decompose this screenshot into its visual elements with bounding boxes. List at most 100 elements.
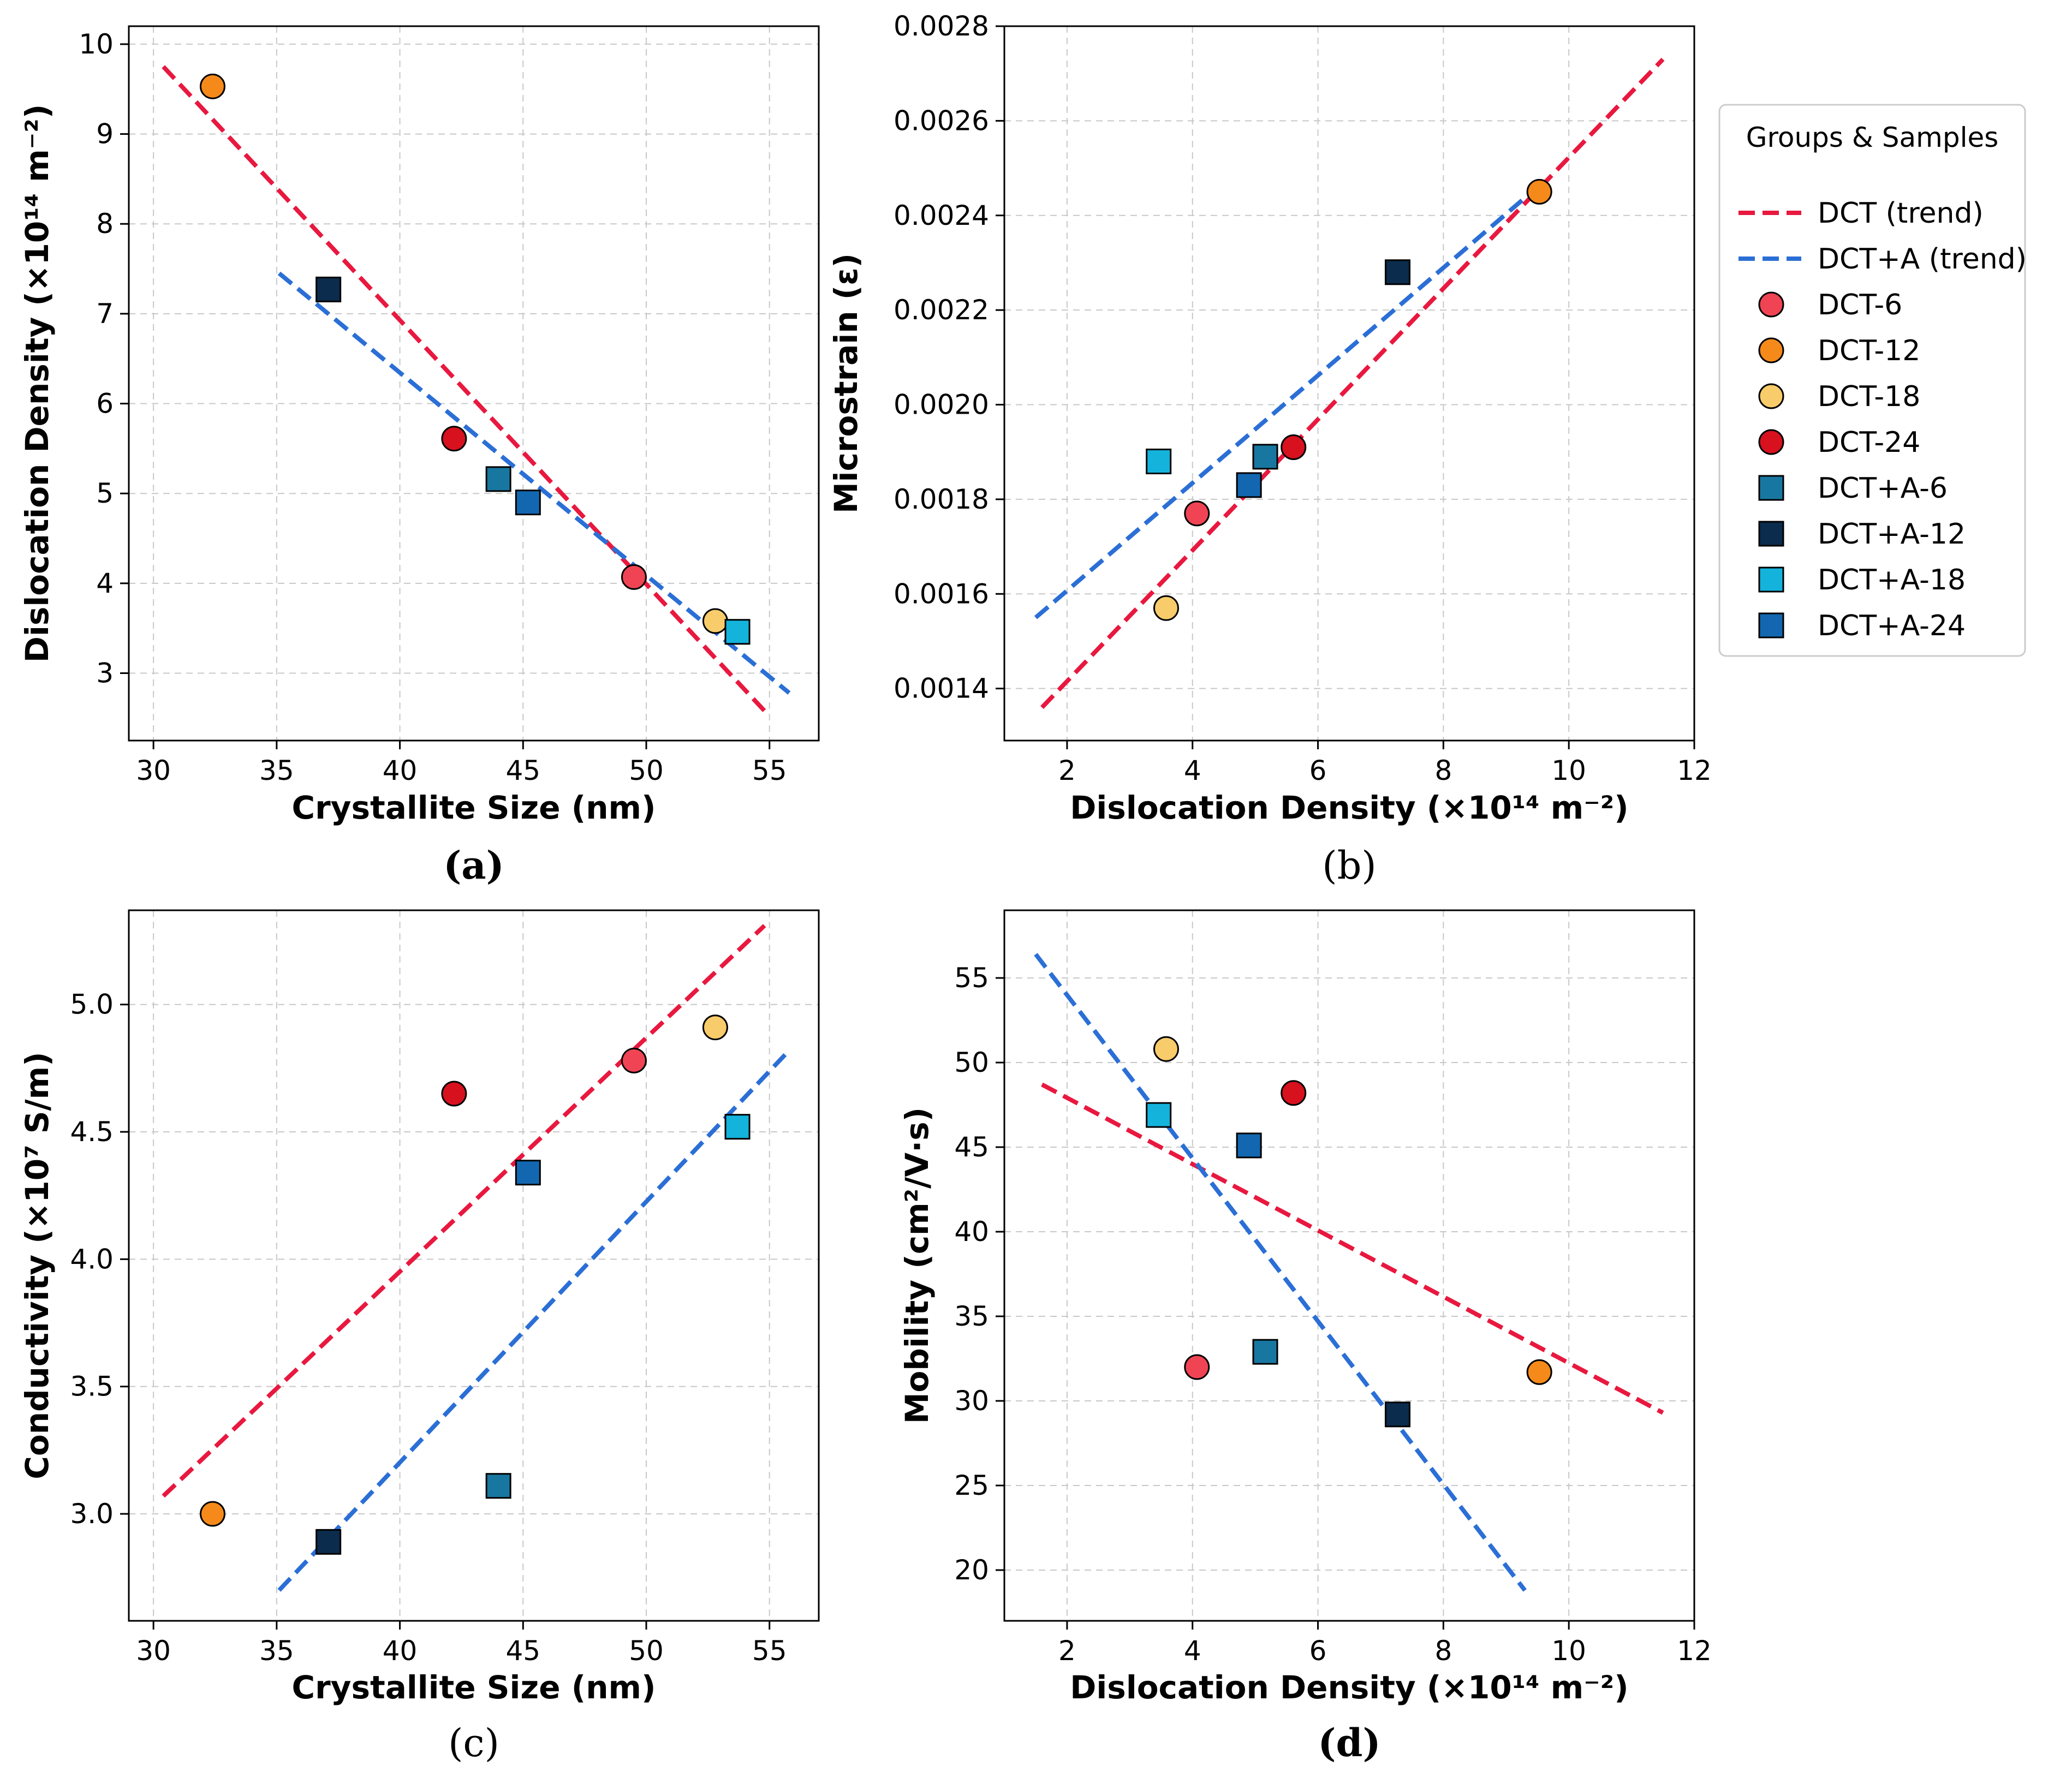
x-tick-label: 6 — [1309, 1635, 1327, 1667]
legend-trend-label: DCT+A (trend) — [1818, 243, 2027, 276]
y-tick-label: 5 — [96, 478, 114, 509]
plot-frame — [1003, 25, 1695, 742]
data-point-dct-12 — [199, 1501, 225, 1527]
legend-sample-label: DCT+A-24 — [1818, 610, 1966, 642]
y-tick-label: 4.0 — [70, 1243, 114, 1275]
trend-line-dct — [1041, 1082, 1664, 1415]
y-tick-label: 0.0024 — [894, 200, 989, 231]
y-tick-label: 40 — [954, 1216, 989, 1248]
legend-marker-dct-12 — [1758, 337, 1784, 363]
y-tick-label: 4 — [96, 568, 114, 599]
legend-sample-label: DCT+A-6 — [1818, 472, 1948, 505]
y-tick-label: 0.0020 — [894, 389, 989, 421]
data-point-dct-plus-a-6 — [1252, 444, 1278, 470]
legend-marker-dct-plus-a-6 — [1758, 475, 1784, 501]
trend-line-dct — [162, 924, 766, 1498]
data-point-dct-plus-a-12 — [315, 276, 342, 302]
y-tick-label: 45 — [954, 1131, 989, 1163]
plot-frame — [128, 909, 820, 1622]
legend-box — [1718, 104, 2026, 657]
chart-panel-2: 2 4 6 8 10 12 0.0014 0.0016 0.0018 0.0020 0.0022 0.… — [827, 10, 1712, 888]
x-tick-label: 2 — [1058, 755, 1076, 786]
y-tick-label: 30 — [954, 1385, 989, 1417]
data-point-dct-18 — [702, 1015, 728, 1041]
x-tick-label: 45 — [505, 1635, 540, 1667]
y-tick-label: 3.0 — [70, 1498, 114, 1530]
x-tick-label: 12 — [1677, 755, 1712, 786]
data-point-dct-plus-a-6 — [485, 1473, 511, 1499]
trend-line-dct-plus-a — [1034, 185, 1539, 619]
data-point-dct-6 — [621, 1047, 647, 1073]
data-point-dct-24 — [1281, 434, 1307, 461]
y-tick-label: 55 — [954, 962, 989, 994]
data-point-dct-18 — [1153, 595, 1179, 621]
panel-label: (b) — [1322, 843, 1376, 888]
legend-marker-dct-24 — [1758, 429, 1784, 455]
data-point-dct-12 — [1526, 1359, 1552, 1385]
x-tick-label: 40 — [383, 1635, 418, 1667]
x-axis-title: Crystallite Size (nm) — [292, 789, 656, 826]
data-point-dct-plus-a-6 — [1252, 1339, 1278, 1365]
legend-marker-dct-6 — [1758, 291, 1784, 318]
panel-label: (c) — [448, 1721, 499, 1765]
y-tick-label: 3 — [96, 658, 114, 689]
y-tick-label: 6 — [96, 388, 114, 420]
x-tick-label: 35 — [259, 755, 294, 786]
legend-marker-dct-plus-a-12 — [1758, 521, 1784, 547]
legend-title: Groups & Samples — [1746, 122, 1999, 153]
y-tick-label: 3.5 — [70, 1371, 114, 1403]
x-tick-label: 30 — [136, 1635, 171, 1667]
data-point-dct-18 — [702, 608, 728, 634]
y-tick-label: 10 — [79, 28, 114, 60]
plot-frame — [128, 25, 820, 742]
trend-line-dct-plus-a — [277, 1048, 791, 1592]
x-tick-label: 10 — [1551, 755, 1586, 786]
data-point-dct-6 — [1184, 1354, 1210, 1380]
legend-marker-dct-18 — [1758, 383, 1784, 409]
x-tick-label: 50 — [629, 1635, 664, 1667]
legend-trend-label: DCT (trend) — [1818, 197, 1984, 230]
data-point-dct-24 — [1281, 1080, 1307, 1106]
x-axis-title: Crystallite Size (nm) — [292, 1669, 656, 1706]
trend-line-dct-plus-a — [1034, 953, 1527, 1592]
x-tick-label: 6 — [1309, 755, 1327, 786]
trend-line-dct — [162, 65, 766, 713]
data-point-dct-24 — [441, 426, 467, 452]
data-point-dct-plus-a-24 — [1236, 472, 1262, 498]
data-point-dct-12 — [1526, 178, 1552, 205]
data-point-dct-24 — [441, 1081, 467, 1107]
y-tick-label: 0.0016 — [894, 578, 989, 610]
data-point-dct-6 — [621, 564, 647, 590]
data-point-dct-6 — [1184, 500, 1210, 527]
y-tick-label: 50 — [954, 1047, 989, 1078]
y-tick-label: 0.0022 — [894, 294, 989, 326]
y-tick-label: 0.0018 — [894, 484, 989, 515]
x-tick-label: 8 — [1434, 1635, 1452, 1667]
chart-panel-4: 2 4 6 8 10 12 20 25 30 35 40 45 50 55 Dislocation Dens… — [898, 909, 1712, 1765]
x-axis-title: Dislocation Density (×10¹⁴ m⁻²) — [1070, 789, 1628, 826]
panel-label: (d) — [1318, 1720, 1380, 1765]
data-point-dct-plus-a-18 — [724, 1114, 751, 1140]
y-tick-label: 20 — [954, 1554, 989, 1586]
chart-panel-3: 30 35 40 45 50 55 3.0 3.5 4.0 4.5 5.0 Crystallite S… — [19, 909, 820, 1765]
x-tick-label: 45 — [505, 755, 540, 786]
data-point-dct-plus-a-18 — [724, 619, 751, 645]
x-tick-label: 55 — [752, 755, 787, 786]
x-tick-label: 50 — [629, 755, 664, 786]
data-point-dct-12 — [199, 73, 225, 99]
y-tick-label: 0.0026 — [894, 105, 989, 136]
y-axis-title: Mobility (cm²/V·s) — [898, 1107, 936, 1424]
legend-sample-label: DCT-18 — [1818, 380, 1920, 413]
y-tick-label: 7 — [96, 298, 114, 330]
y-tick-label: 9 — [96, 118, 114, 150]
x-tick-label: 35 — [259, 1635, 294, 1667]
x-tick-label: 55 — [752, 1635, 787, 1667]
legend-marker-dct-plus-a-24 — [1758, 612, 1784, 639]
trend-line-dct-plus-a — [277, 271, 791, 695]
y-axis-title: Dislocation Density (×10¹⁴ m⁻²) — [19, 104, 56, 663]
y-axis-title: Conductivity (×10⁷ S/m) — [19, 1052, 56, 1479]
trend-line-dct — [1040, 57, 1665, 709]
legend-sample-label: DCT-24 — [1818, 426, 1920, 459]
